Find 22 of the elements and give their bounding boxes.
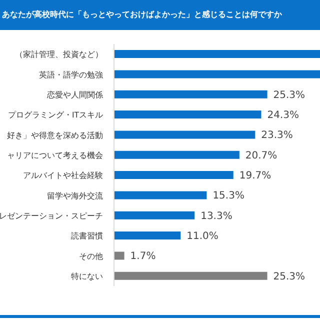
bar [114,150,240,159]
data-label: 15.3% [212,190,244,202]
bar [114,171,234,180]
data-label: 13.3% [200,210,232,222]
bar [114,272,268,280]
bar [114,211,195,220]
data-label: 20.7% [245,150,278,162]
bar [114,70,320,78]
bar [114,232,181,240]
data-label: 23.3% [261,130,293,142]
bar [114,130,256,139]
bar [114,252,124,260]
data-label: 25.3% [273,90,306,101]
data-label: 11.0% [186,231,218,242]
data-label: 24.3% [267,110,300,122]
bar [114,90,268,98]
data-label: 25.3% [273,271,306,282]
bar [114,110,262,119]
bar [114,50,320,58]
data-label: 1.7% [130,251,156,262]
bar [114,191,207,200]
data-label: 19.7% [239,170,272,182]
